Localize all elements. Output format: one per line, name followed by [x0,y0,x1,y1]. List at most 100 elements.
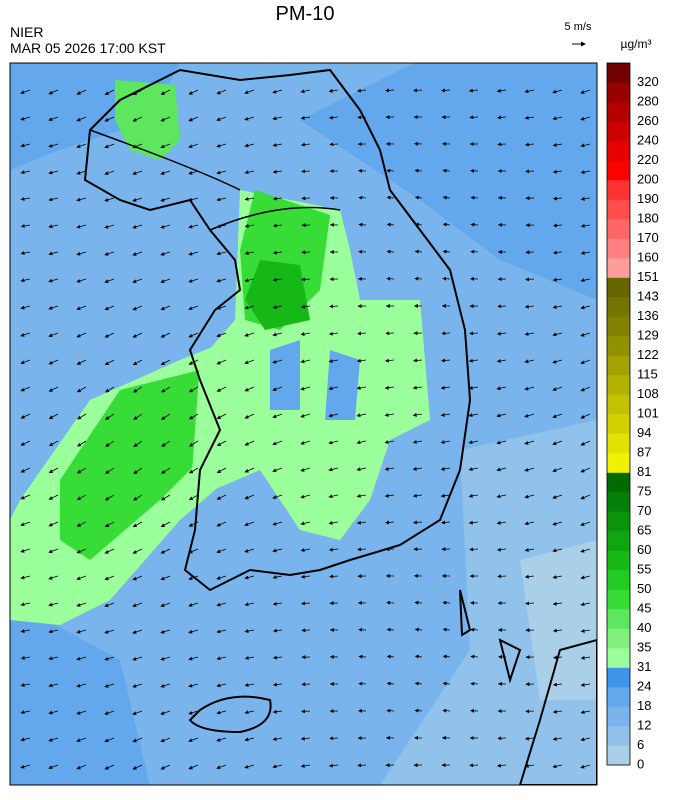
colorbar-tick-label: 122 [637,347,659,362]
colorbar-tick-label: 143 [637,288,659,303]
wind-arrow [358,117,366,118]
wind-arrow [498,306,506,307]
colorbar-segment [607,746,630,766]
colorbar-segment [607,570,630,590]
colorbar-tick-label: 190 [637,191,659,206]
wind-scale-label: 5 m/s [565,21,592,33]
wind-arrow [330,144,338,145]
datetime-label: MAR 05 2026 17:00 KST [10,40,166,56]
wind-arrow [471,630,478,631]
wind-arrow [359,684,366,685]
colorbar-segment [607,122,630,142]
colorbar-tick-label: 40 [637,620,651,635]
colorbar-segment [607,609,630,629]
wind-arrow [387,711,394,712]
colorbar-segment [607,141,630,161]
colorbar-segment [607,512,630,532]
colorbar-tick-label: 260 [637,113,659,128]
colorbar-tick-label: 81 [637,464,651,479]
colorbar-unit: µg/m³ [621,37,652,51]
colorbar-segment [607,453,630,473]
colorbar-segment [607,239,630,259]
colorbar-tick-label: 180 [637,210,659,225]
colorbar-segment [607,726,630,746]
colorbar-tick-label: 60 [637,542,651,557]
wind-arrow [443,171,450,172]
colorbar-tick-label: 200 [637,171,659,186]
colorbar: 0 6 12 18 24 31 35 40 45 50 55 60 65 70 75 81 87 94 101 108… [607,63,659,771]
colorbar-tick-label: 65 [637,522,651,537]
colorbar-tick-label: 0 [637,756,644,771]
wind-arrow [330,738,338,739]
map [10,60,597,785]
colorbar-tick-label: 129 [637,327,659,342]
colorbar-tick-label: 75 [637,483,651,498]
colorbar-segment [607,278,630,298]
wind-arrow [415,603,422,604]
colorbar-segment [607,492,630,512]
wind-arrow [358,765,366,766]
colorbar-tick-label: 170 [637,230,659,245]
colorbar-segment [607,707,630,727]
colorbar-segment [607,414,630,434]
colorbar-segment [607,648,630,668]
colorbar-segment [607,297,630,317]
wind-arrow [526,171,534,172]
colorbar-tick-label: 31 [637,659,651,674]
colorbar-segment [607,102,630,122]
wind-arrow [387,171,394,172]
colorbar-tick-label: 94 [637,425,651,440]
wind-arrow [471,252,478,253]
colorbar-tick-label: 240 [637,132,659,147]
colorbar-tick-label: 70 [637,503,651,518]
colorbar-segment [607,687,630,707]
colorbar-segment [607,180,630,200]
colorbar-tick-label: 160 [637,249,659,264]
colorbar-segment [607,161,630,181]
colorbar-tick-label: 115 [637,366,658,381]
colorbar-segment [607,200,630,220]
colorbar-segment [607,83,630,103]
colorbar-tick-label: 108 [637,386,659,401]
colorbar-segment [607,668,630,688]
colorbar-segment [607,434,630,454]
wind-arrow [526,711,534,712]
colorbar-segment [607,395,630,415]
wind-arrow [470,765,478,766]
colorbar-tick-label: 12 [637,717,651,732]
colorbar-segment [607,629,630,649]
wind-arrow [471,198,478,199]
colorbar-segment [607,258,630,278]
colorbar-tick-label: 18 [637,698,651,713]
wind-arrow [359,657,366,658]
colorbar-segment [607,531,630,551]
wind-arrow [359,225,366,226]
colorbar-tick-label: 101 [637,405,659,420]
colorbar-tick-label: 6 [637,737,644,752]
colorbar-tick-label: 320 [637,74,659,89]
colorbar-tick-label: 45 [637,600,651,615]
colorbar-tick-label: 151 [637,269,659,284]
colorbar-segment [607,63,630,83]
wind-arrow [498,576,506,577]
colorbar-tick-label: 24 [637,678,651,693]
colorbar-tick-label: 55 [637,561,651,576]
colorbar-segment [607,356,630,376]
colorbar-segment [607,317,630,337]
colorbar-tick-label: 136 [637,308,659,323]
colorbar-tick-label: 50 [637,581,651,596]
wind-arrow [471,684,478,685]
colorbar-segment [607,551,630,571]
source-label: NIER [10,24,43,40]
colorbar-tick-label: 280 [637,93,659,108]
map-title: PM-10 [276,3,335,25]
colorbar-tick-label: 87 [637,444,651,459]
colorbar-segment [607,219,630,239]
colorbar-segment [607,336,630,356]
colorbar-tick-label: 35 [637,639,651,654]
colorbar-tick-label: 220 [637,152,659,167]
wind-arrow [443,711,450,712]
colorbar-segment [607,375,630,395]
